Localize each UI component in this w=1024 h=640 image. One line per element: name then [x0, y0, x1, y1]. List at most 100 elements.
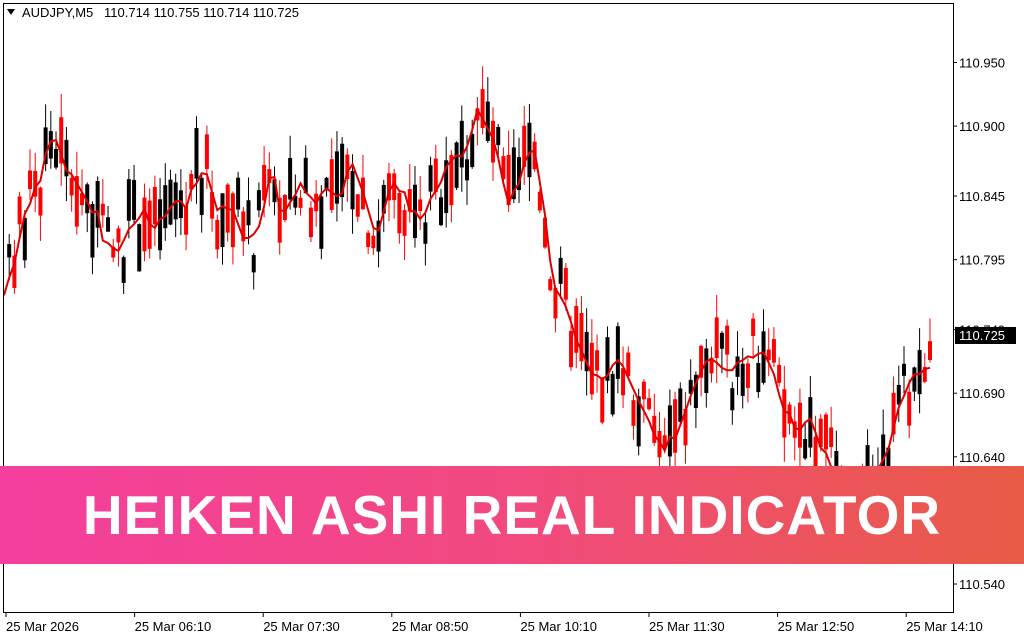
- candle-body: [428, 165, 433, 192]
- candle-body: [730, 388, 735, 411]
- candle-body: [189, 173, 194, 190]
- candle-body: [756, 362, 761, 393]
- candle-body: [345, 154, 350, 180]
- candle-body: [126, 179, 131, 221]
- candle-body: [745, 363, 750, 388]
- candle-body: [184, 205, 189, 235]
- candle-body: [891, 392, 896, 435]
- candle-body: [262, 164, 267, 201]
- current-price-tag: 110.725: [955, 327, 1016, 344]
- banner-title: HEIKEN ASHI REAL INDICATOR: [82, 484, 942, 546]
- triangle-down-icon[interactable]: [7, 9, 15, 15]
- candle-body: [74, 176, 79, 227]
- candle-body: [90, 203, 95, 258]
- candle-body: [137, 224, 142, 272]
- candle-body: [704, 348, 709, 394]
- candle-body: [647, 398, 652, 410]
- candle-body: [376, 220, 381, 252]
- candle-body: [298, 197, 303, 208]
- candle-body: [355, 194, 360, 217]
- candle-body: [17, 196, 22, 225]
- candle-body: [277, 197, 282, 243]
- candle-body: [553, 287, 558, 319]
- candle-body: [194, 128, 199, 179]
- candle-body: [896, 384, 901, 405]
- candle-body: [797, 402, 802, 448]
- y-tick-label: 110.845: [959, 189, 1005, 204]
- candle-body: [626, 352, 631, 377]
- candle-body: [517, 157, 522, 190]
- candle-body: [95, 180, 100, 228]
- candle-body: [688, 379, 693, 394]
- candle-body: [386, 173, 391, 201]
- candle-body: [641, 381, 646, 400]
- candle-body: [116, 228, 121, 243]
- x-tick-label: 25 Mar 14:10: [906, 619, 983, 634]
- x-tick-label: 25 Mar 07:30: [263, 619, 340, 634]
- candle-body: [792, 421, 797, 438]
- candle-body: [579, 312, 584, 362]
- candle-body: [340, 143, 345, 198]
- candle-body: [657, 430, 662, 458]
- candle-body: [740, 363, 745, 396]
- y-tick-label: 110.540: [959, 577, 1005, 592]
- candle-body: [158, 199, 163, 251]
- candle-body: [912, 367, 917, 392]
- candle-body: [667, 405, 672, 457]
- candle-body: [496, 126, 501, 146]
- candle-body: [584, 331, 589, 372]
- symbol-label: AUDJPY,M5: [22, 5, 93, 20]
- candle-body: [615, 326, 620, 379]
- candle-body: [449, 155, 454, 206]
- candle-body: [308, 207, 313, 238]
- x-axis: 25 Mar 2026 25 Mar 06:10 25 Mar 07:30 25 Ma…: [5, 612, 983, 634]
- candle-body: [22, 217, 27, 261]
- x-tick-label: 25 Mar 12:50: [778, 619, 855, 634]
- x-tick-label: 25 Mar 2026: [6, 619, 79, 634]
- candle-body: [48, 131, 53, 159]
- candle-body: [823, 414, 828, 450]
- candle-body: [766, 349, 771, 361]
- y-tick-label: 110.950: [959, 56, 1005, 71]
- candle-body: [392, 173, 397, 201]
- candle-body: [719, 332, 724, 349]
- candle-body: [204, 134, 209, 170]
- candle-body: [605, 337, 610, 381]
- candle-body: [38, 187, 43, 216]
- candle-body: [272, 179, 277, 203]
- candle-body: [100, 203, 105, 216]
- candle-body: [350, 170, 355, 210]
- candle-body: [600, 378, 605, 423]
- candle-body: [465, 159, 469, 181]
- candle-body: [907, 391, 912, 426]
- banner: HEIKEN ASHI REAL INDICATOR: [0, 466, 1024, 564]
- candle-body: [106, 217, 111, 232]
- candle-body: [621, 368, 626, 396]
- current-price-tag-bg: [955, 327, 1016, 344]
- candle-body: [522, 125, 527, 168]
- candle-body: [7, 244, 12, 258]
- candle-body: [210, 192, 215, 219]
- y-tick-label: 110.795: [959, 253, 1005, 268]
- x-tick-label: 25 Mar 11:30: [649, 619, 725, 634]
- candle-body: [709, 357, 714, 374]
- candle-body: [652, 415, 657, 443]
- candle-body: [928, 341, 932, 360]
- x-tick-label: 25 Mar 10:10: [520, 619, 597, 634]
- candle-body: [485, 101, 490, 141]
- candle-body: [54, 149, 59, 168]
- candle-body: [782, 389, 787, 438]
- candle-body: [683, 408, 688, 446]
- candle-body: [771, 339, 776, 363]
- plot-frame: [3, 3, 954, 613]
- candle-body: [574, 306, 579, 353]
- candle-body: [735, 356, 740, 377]
- candle-body: [215, 219, 220, 250]
- candle-body: [407, 189, 412, 212]
- candle-body: [319, 196, 324, 249]
- candle-body: [459, 120, 464, 168]
- candle-body: [563, 268, 568, 300]
- candle-body: [813, 436, 818, 486]
- candle-body: [267, 169, 272, 183]
